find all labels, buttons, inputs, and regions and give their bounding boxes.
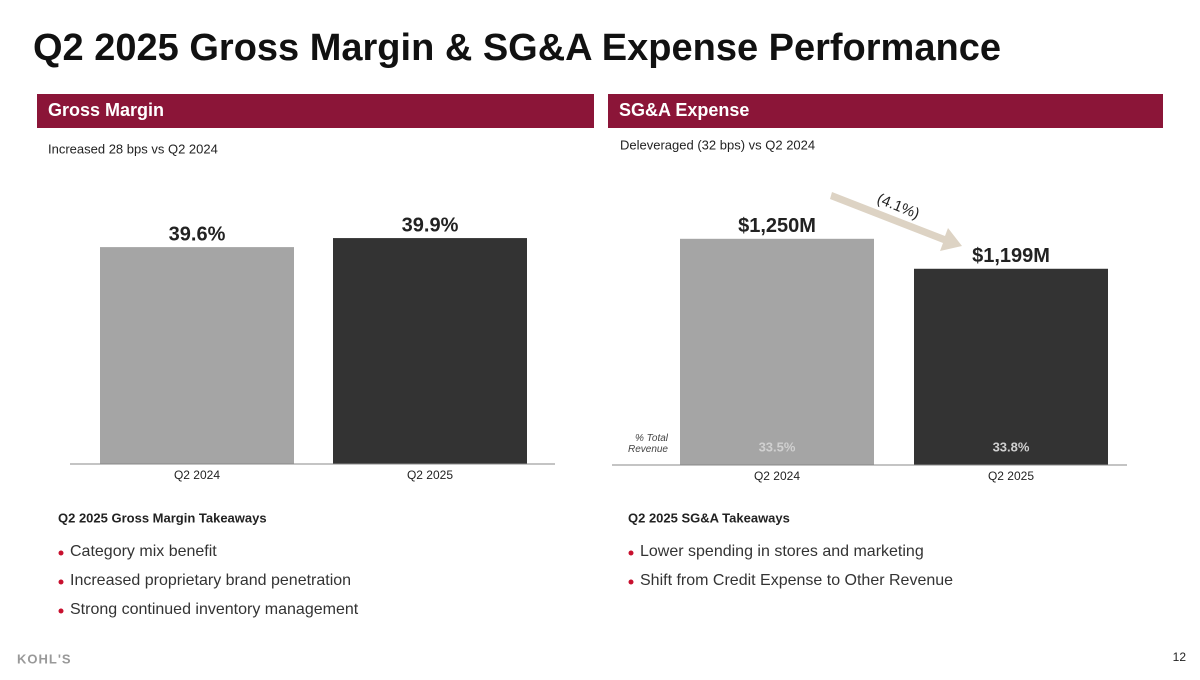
bar xyxy=(333,238,527,464)
bullet xyxy=(58,550,64,556)
section-header-text: SG&A Expense xyxy=(619,100,749,120)
takeaway: Increased proprietary brand penetration xyxy=(70,572,351,589)
secondary-label: 33.5% xyxy=(759,439,796,454)
x-tick-label: Q2 2024 xyxy=(174,468,220,482)
takeaways-title: Q2 2025 Gross Margin Takeaways xyxy=(58,510,267,525)
bullet xyxy=(58,608,64,614)
bar xyxy=(680,238,874,465)
slide-title: Q2 2025 Gross Margin & SG&A Expense Perf… xyxy=(33,27,1001,69)
arrow xyxy=(830,192,962,251)
value-label: 39.6% xyxy=(169,223,226,245)
x-tick-label: Q2 2025 xyxy=(407,468,453,482)
logo: KOHL'S xyxy=(17,651,72,666)
secondary-title: % Total Revenue xyxy=(627,433,668,455)
bar xyxy=(100,247,294,464)
page-number: 12 xyxy=(1173,650,1187,664)
section-header-text: Gross Margin xyxy=(48,100,164,120)
bullet xyxy=(628,579,634,585)
section-header xyxy=(608,94,1163,128)
takeaway: Lower spending in stores and marketing xyxy=(640,543,924,560)
bullet xyxy=(58,579,64,585)
takeaway: Shift from Credit Expense to Other Reven… xyxy=(640,572,953,589)
x-tick-label: Q2 2025 xyxy=(988,469,1034,483)
value-label: 39.9% xyxy=(402,214,459,236)
bar xyxy=(914,268,1108,465)
x-tick-label: Q2 2024 xyxy=(754,469,800,483)
secondary-label: 33.8% xyxy=(993,439,1030,454)
value-label: $1,199M xyxy=(972,245,1050,267)
subtitle: Increased 28 bps vs Q2 2024 xyxy=(48,141,218,156)
takeaways-title: Q2 2025 SG&A Takeaways xyxy=(628,510,790,525)
takeaway: Strong continued inventory management xyxy=(70,601,359,618)
value-label: $1,250M xyxy=(738,215,816,237)
section-header xyxy=(37,94,594,128)
takeaway: Category mix benefit xyxy=(70,543,217,560)
subtitle: Deleveraged (32 bps) vs Q2 2024 xyxy=(620,137,815,152)
secondary-title-box: % Total Revenue xyxy=(627,433,668,455)
bullet xyxy=(628,550,634,556)
